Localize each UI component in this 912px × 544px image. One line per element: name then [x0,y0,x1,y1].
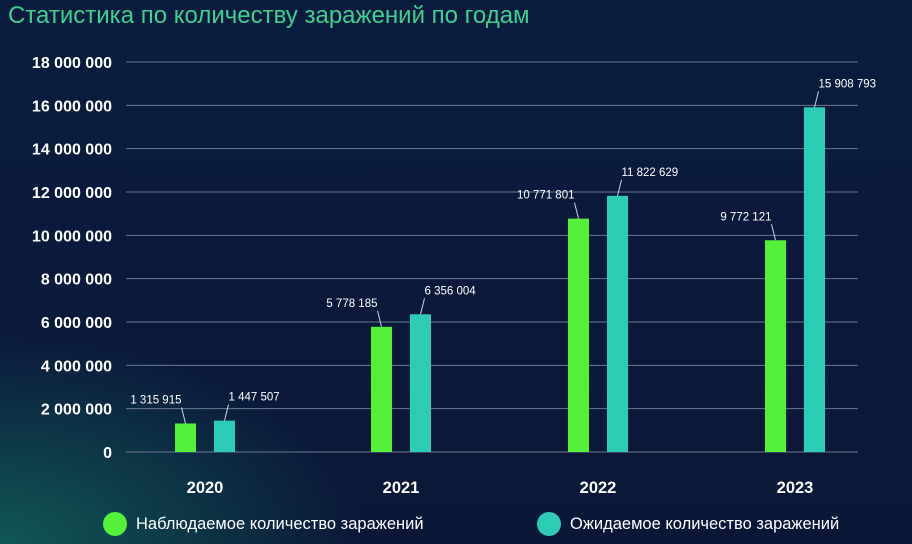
legend-item-expected: Ожидаемое количество заражений [537,508,839,540]
x-tick-label: 2021 [383,479,420,497]
bar-observed [175,423,196,452]
data-label: 9 772 121 [720,211,771,223]
data-label: 5 778 185 [326,298,377,310]
y-tick-label: 14 000 000 [32,142,112,159]
y-tick-label: 16 000 000 [32,98,112,115]
data-label: 1 447 507 [229,392,280,404]
legend-label-expected: Ожидаемое количество заражений [570,514,840,533]
bar-expected [607,195,628,453]
y-tick-label: 12 000 000 [32,185,112,202]
y-tick-label: 8 000 000 [41,272,112,289]
bar-expected [804,107,825,453]
legend-marker-expected [537,512,561,536]
data-label-leader [224,404,229,421]
y-tick-label: 10 000 000 [32,228,112,245]
data-label: 6 356 004 [425,285,477,297]
data-label: 10 771 801 [517,190,575,202]
legend-marker-observed [103,512,127,536]
y-tick-label: 2 000 000 [41,402,112,419]
data-label: 11 822 629 [622,167,679,179]
bar-expected [410,314,431,452]
data-label-leader [574,202,579,219]
x-tick-label: 2022 [580,479,617,497]
bar-expected [214,420,235,452]
y-tick-label: 4 000 000 [41,358,112,375]
data-label-leader [814,91,819,108]
x-tick-label: 2020 [187,479,224,497]
y-tick-label: 18 000 000 [32,55,112,72]
chart-title: Статистика по количеству заражений по го… [8,2,530,29]
data-label-leader [617,179,622,196]
data-label: 15 908 793 [819,78,877,90]
bar-observed [568,218,589,452]
legend-item-observed: Наблюдаемое количество заражений [103,508,424,540]
bar-observed [765,240,786,452]
x-tick-label: 2023 [777,479,814,497]
legend: Наблюдаемое количество заражений Ожидаем… [0,508,912,540]
data-label-leader [420,298,425,315]
data-label-leader [377,310,382,327]
y-tick-label: 6 000 000 [41,315,112,332]
data-label-leader [181,407,186,424]
data-label-leader [771,224,776,241]
y-tick-label: 0 [103,445,112,462]
bar-observed [371,326,392,452]
data-label: 1 315 915 [130,394,181,406]
legend-label-observed: Наблюдаемое количество заражений [136,514,424,533]
bar-chart: 0 2 000 000 4 000 000 6 000 000 8 000 000 10 … [32,55,877,497]
